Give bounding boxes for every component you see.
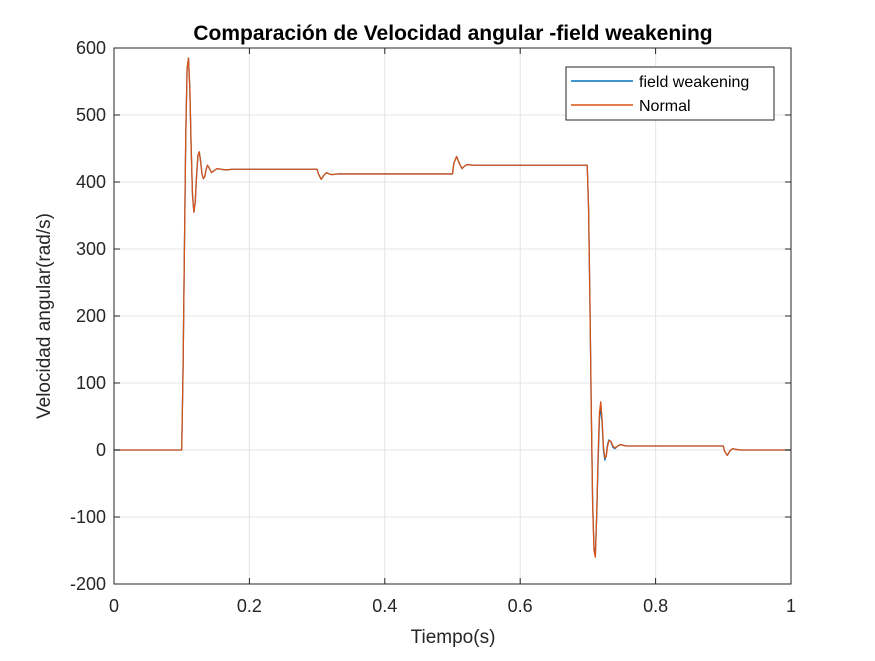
y-tick-label: 300: [76, 239, 106, 259]
x-ticks: 0 0.2 0.4 0.6 0.8 1: [109, 48, 796, 616]
y-ticks: -200 -100 0 100 200 300 400 500 600: [70, 38, 791, 594]
legend-box: [565, 66, 775, 121]
y-tick-label: 600: [76, 38, 106, 58]
y-tick-label: 100: [76, 373, 106, 393]
legend-label-normal: Normal: [639, 98, 691, 115]
y-tick-label: -200: [70, 574, 106, 594]
series-line-normal: [114, 57, 791, 558]
chart-title: Comparación de Velocidad angular -field …: [193, 22, 712, 45]
x-axis-label: Tiempo(s): [411, 627, 496, 648]
y-tick-label: 400: [76, 172, 106, 192]
y-tick-label: 0: [96, 440, 106, 460]
x-tick-label: 0.8: [643, 596, 668, 616]
x-tick-label: 0.4: [372, 596, 397, 616]
y-tick-label: 200: [76, 306, 106, 326]
legend: field weakening Normal: [565, 66, 775, 121]
x-tick-label: 0: [109, 596, 119, 616]
x-tick-label: 1: [786, 596, 796, 616]
legend-label-field-weakening: field weakening: [639, 74, 749, 91]
x-tick-label: 0.6: [508, 596, 533, 616]
y-tick-label: -100: [70, 507, 106, 527]
y-tick-label: 500: [76, 105, 106, 125]
y-axis-label: Velocidad angular(rad/s): [34, 213, 55, 419]
x-tick-label: 0.2: [237, 596, 262, 616]
series-layer: [114, 57, 791, 558]
